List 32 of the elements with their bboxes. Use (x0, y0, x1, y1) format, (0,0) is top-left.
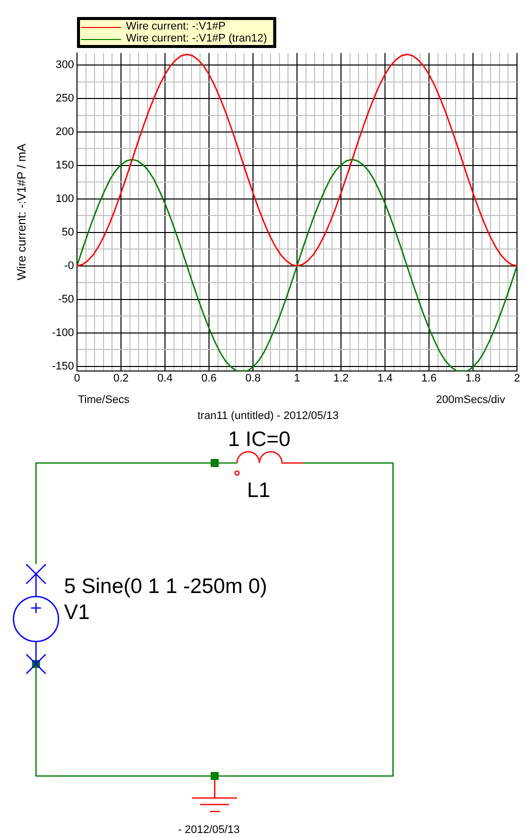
x-tick-label: 1.6 (421, 372, 437, 385)
y-tick-label: -150 (52, 360, 74, 372)
text: 5 Sine(0 1 1 -250m 0) (64, 575, 268, 598)
x-tick-label: 0.8 (245, 372, 261, 385)
text: tran11 (untitled) - 2012/05/13 (198, 410, 339, 422)
y-tick-label: -50 (58, 293, 74, 306)
y-tick-label: 100 (56, 192, 74, 205)
text: 1 IC=0 (228, 428, 290, 451)
legend-label: Wire current: -:V1#P (tran12) (126, 32, 268, 45)
text: L1 (247, 479, 270, 502)
y-tick-label: -100 (52, 326, 74, 339)
y-tick-label: 50 (62, 226, 74, 238)
y-tick-label: 250 (56, 92, 74, 105)
x-tick-label: 1.4 (377, 372, 393, 385)
x-axis-title: Time/Secs (78, 394, 130, 406)
legend-label: Wire current: -:V1#P (126, 20, 226, 33)
x-tick-label: 1.8 (465, 372, 481, 385)
x-tick-label: 0.2 (113, 372, 129, 385)
text: 200mSecs/div (436, 394, 506, 406)
y-tick-label: -0 (64, 260, 74, 272)
y-axis-title: Wire current: -:V1#P / mA (14, 144, 29, 280)
text: V1 (64, 601, 90, 624)
x-tick-label: 1.2 (333, 372, 349, 385)
x-tick-label: 0.4 (157, 372, 173, 385)
y-tick-label: 300 (56, 59, 74, 72)
y-tick-label: 150 (56, 160, 74, 172)
text: - 2012/05/13 (178, 824, 240, 836)
x-tick-label: 2 (514, 372, 520, 385)
x-tick-label: 0 (74, 372, 80, 385)
x-tick-label: 1 (294, 372, 300, 385)
x-tick-label: 0.6 (201, 372, 217, 385)
y-tick-label: 200 (56, 126, 74, 138)
